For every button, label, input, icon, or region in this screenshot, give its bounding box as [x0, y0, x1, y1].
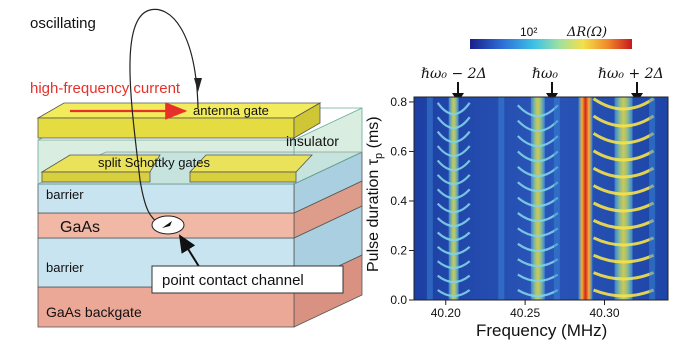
- fringe-arc: [436, 231, 471, 242]
- fringe-arc: [592, 184, 655, 196]
- faint-band: [426, 97, 433, 300]
- y-tick-label: 0.2: [390, 243, 407, 257]
- fringe-arc: [592, 253, 655, 264]
- barrier-bottom-label: barrier: [46, 260, 84, 275]
- device-diagram: oscillating high-frequency current anten…: [30, 8, 363, 328]
- x-tick-label: 40.20: [431, 306, 461, 320]
- y-axis-label: Pulse duration τp (ms): [365, 116, 385, 272]
- y-axis-label-sub: p: [373, 153, 385, 159]
- x-tick-label: 40.25: [510, 306, 540, 320]
- faint-band: [498, 97, 505, 300]
- fringe-arc: [436, 174, 471, 186]
- fringe-arc: [436, 217, 471, 228]
- y-tick-label: 0.6: [390, 144, 407, 158]
- fringe-arc: [436, 145, 471, 158]
- fringe-arc: [592, 166, 655, 179]
- magnetic-field-loop: [129, 8, 199, 225]
- fringe-arc: [592, 114, 655, 128]
- y-tick-label: 0.4: [390, 194, 407, 208]
- plot-frame: [413, 96, 669, 301]
- heatmap-figure: 10² ΔR(Ω) ℏω₀ − 2Δ ℏω₀ ℏω₀ + 2Δ 40.20 40.…: [365, 25, 669, 340]
- antenna-gate-label: antenna gate: [193, 103, 269, 118]
- heatmap-bands: [426, 97, 656, 300]
- colorbar-quantity-label: ΔR(Ω): [566, 25, 607, 40]
- fringe-arc: [436, 202, 471, 214]
- fringe-arc: [437, 289, 471, 298]
- barrier-top-layer: [37, 183, 295, 214]
- fringe-arc: [436, 116, 471, 130]
- gaas-label: GaAs: [60, 219, 100, 236]
- fringe-arc: [436, 188, 471, 200]
- backgate-label: GaAs backgate: [46, 304, 142, 320]
- steady-band: [578, 97, 593, 300]
- peak-label-right: ℏω₀ + 2Δ: [598, 66, 664, 82]
- fringe-arc: [436, 260, 471, 270]
- fringe-arc: [592, 271, 655, 281]
- faint-band: [649, 97, 656, 300]
- fringe-arc: [592, 236, 655, 247]
- peak-label-left: ℏω₀ − 2Δ: [421, 66, 487, 82]
- oscillating-label: oscillating: [30, 15, 96, 32]
- fringe-arc: [436, 102, 471, 116]
- axis-ticks: 40.20 40.25 40.30 0.0 0.2 0.4 0.6 0.8: [390, 95, 620, 320]
- x-axis-label: Frequency (MHz): [476, 321, 607, 340]
- peak-label-center: ℏω₀: [532, 66, 558, 82]
- y-tick-label: 0.0: [390, 293, 407, 307]
- fringe-arc: [436, 159, 471, 172]
- fringe-arc: [592, 219, 655, 230]
- colorbar: [470, 39, 632, 49]
- fringe-arc: [592, 201, 655, 213]
- fringe-arc: [592, 132, 655, 145]
- y-axis-label-text: Pulse duration τ: [365, 158, 382, 272]
- faint-band: [553, 97, 560, 300]
- fringe-arc: [592, 288, 655, 298]
- barrier-top-label: barrier: [46, 187, 84, 202]
- resonance-band-3: [614, 97, 633, 300]
- point-contact-label: point contact channel: [162, 272, 304, 289]
- fringe-arc: [436, 245, 471, 256]
- y-tick-label: 0.8: [390, 95, 407, 109]
- antenna-gate: [36, 102, 322, 139]
- colorbar-tick-label: 10²: [520, 25, 537, 39]
- point-contact-box: [151, 265, 344, 294]
- y-axis-label-unit: (ms): [365, 116, 382, 152]
- backgate-layer: [37, 286, 295, 328]
- resonance-band-2: [530, 97, 545, 300]
- fringe-arc: [436, 130, 471, 144]
- fringe-arc: [592, 97, 655, 111]
- fringe-arc: [592, 149, 655, 162]
- x-tick-label: 40.30: [589, 306, 619, 320]
- fringe-arc: [437, 274, 471, 284]
- split-gates: [40, 154, 313, 183]
- split-gates-label: split Schottky gates: [98, 155, 210, 170]
- high-frequency-current-label: high-frequency current: [30, 80, 181, 97]
- insulator-label: insulator: [286, 133, 339, 149]
